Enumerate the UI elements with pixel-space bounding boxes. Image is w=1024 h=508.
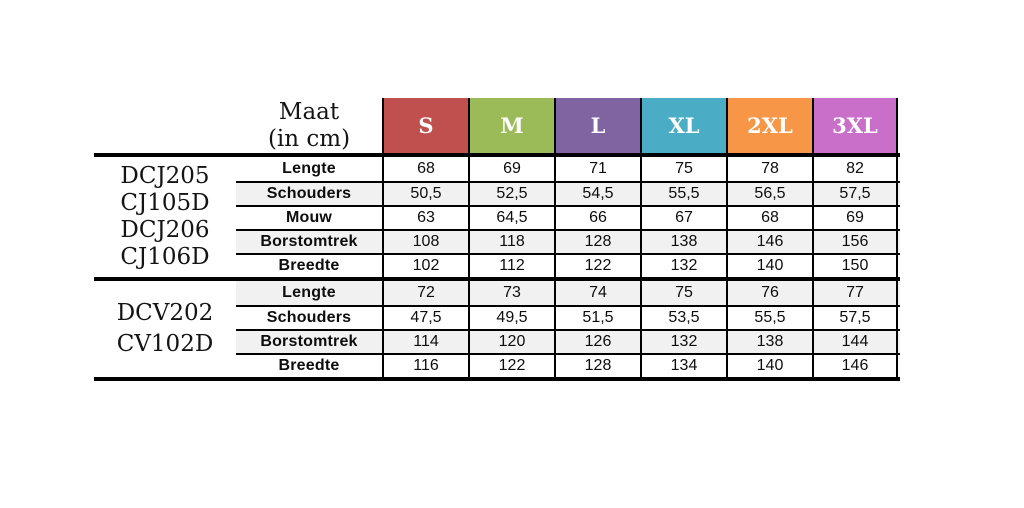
value-cell: 112 [468,255,554,277]
value-cell: 72 [382,281,468,305]
value-cell: 74 [554,281,640,305]
value-cell: 140 [726,255,812,277]
value-cell: 51,5 [554,307,640,329]
size-header-l: L [554,98,640,153]
table-row: Lengte 68 69 71 75 78 82 [236,157,900,181]
value-cell: 78 [726,157,812,181]
table-row: Mouw 63 64,5 66 67 68 69 [236,205,900,229]
value-cell: 52,5 [468,183,554,205]
value-cell: 64,5 [468,207,554,229]
value-cell: 57,5 [812,183,898,205]
size-header-s: S [382,98,468,153]
table-row: Breedte 102 112 122 132 140 150 [236,253,900,277]
header-spacer [94,98,236,153]
value-cell: 102 [382,255,468,277]
product-group-1: DCJ205 CJ105D DCJ206 CJ106D Lengte 68 69… [94,157,900,277]
value-cell: 138 [640,231,726,253]
value-cell: 140 [726,355,812,377]
value-cell: 114 [382,331,468,353]
value-cell: 53,5 [640,307,726,329]
product-code: DCJ206 [120,217,210,243]
size-header-xl: XL [640,98,726,153]
value-cell: 146 [812,355,898,377]
measurement-rows-group-2: Lengte 72 73 74 75 76 77 Schouders 47,5 … [236,281,900,377]
value-cell: 150 [812,255,898,277]
value-cell: 47,5 [382,307,468,329]
table-row: Schouders 47,5 49,5 51,5 53,5 55,5 57,5 [236,305,900,329]
value-cell: 126 [554,331,640,353]
value-cell: 122 [468,355,554,377]
value-cell: 118 [468,231,554,253]
table-row: Borstomtrek 108 118 128 138 146 156 [236,229,900,253]
row-label: Schouders [266,185,352,202]
value-cell: 146 [726,231,812,253]
title-line-1: Maat [278,98,340,125]
value-cell: 116 [382,355,468,377]
value-cell: 55,5 [726,307,812,329]
value-cell: 66 [554,207,640,229]
product-code: CV102D [116,331,214,357]
row-label: Lengte [282,284,336,301]
value-cell: 120 [468,331,554,353]
value-cell: 50,5 [382,183,468,205]
table-row: Borstomtrek 114 120 126 132 138 144 [236,329,900,353]
row-label: Mouw [285,209,333,226]
table-row: Schouders 50,5 52,5 54,5 55,5 56,5 57,5 [236,181,900,205]
value-cell: 134 [640,355,726,377]
row-label: Borstomtrek [260,233,358,250]
row-label: Borstomtrek [260,333,358,350]
value-cell: 76 [726,281,812,305]
product-code: DCV202 [116,300,214,326]
value-cell: 63 [382,207,468,229]
value-cell: 49,5 [468,307,554,329]
value-cell: 55,5 [640,183,726,205]
row-label: Breedte [278,257,340,274]
table-title: Maat (in cm) [236,98,382,153]
value-cell: 67 [640,207,726,229]
value-cell: 128 [554,231,640,253]
measurement-rows-group-1: Lengte 68 69 71 75 78 82 Schouders 50,5 … [236,157,900,277]
value-cell: 73 [468,281,554,305]
row-label: Schouders [266,309,352,326]
value-cell: 69 [468,157,554,181]
value-cell: 132 [640,255,726,277]
product-codes-group-1: DCJ205 CJ105D DCJ206 CJ106D [94,157,236,277]
size-chart-table: Maat (in cm) S M L XL 2XL 3XL DCJ205 CJ1… [94,98,900,381]
value-cell: 156 [812,231,898,253]
table-row: Breedte 116 122 128 134 140 146 [236,353,900,377]
value-cell: 108 [382,231,468,253]
value-cell: 75 [640,281,726,305]
size-header-2xl: 2XL [726,98,812,153]
value-cell: 54,5 [554,183,640,205]
product-code: CJ105D [120,190,210,216]
value-cell: 75 [640,157,726,181]
product-code: CJ106D [120,244,210,270]
size-header-3xl: 3XL [812,98,898,153]
product-group-2: DCV202 CV102D Lengte 72 73 74 75 76 77 S… [94,277,900,381]
value-cell: 122 [554,255,640,277]
header-row: Maat (in cm) S M L XL 2XL 3XL [94,98,900,157]
row-label: Lengte [282,160,336,177]
product-code: DCJ205 [120,163,210,189]
value-cell: 56,5 [726,183,812,205]
value-cell: 144 [812,331,898,353]
value-cell: 57,5 [812,307,898,329]
table-row: Lengte 72 73 74 75 76 77 [236,281,900,305]
row-label: Breedte [278,357,340,374]
value-cell: 132 [640,331,726,353]
size-header-m: M [468,98,554,153]
value-cell: 77 [812,281,898,305]
value-cell: 68 [382,157,468,181]
value-cell: 82 [812,157,898,181]
value-cell: 68 [726,207,812,229]
value-cell: 71 [554,157,640,181]
value-cell: 69 [812,207,898,229]
value-cell: 138 [726,331,812,353]
product-codes-group-2: DCV202 CV102D [94,281,236,377]
value-cell: 128 [554,355,640,377]
title-line-2: (in cm) [267,125,351,152]
